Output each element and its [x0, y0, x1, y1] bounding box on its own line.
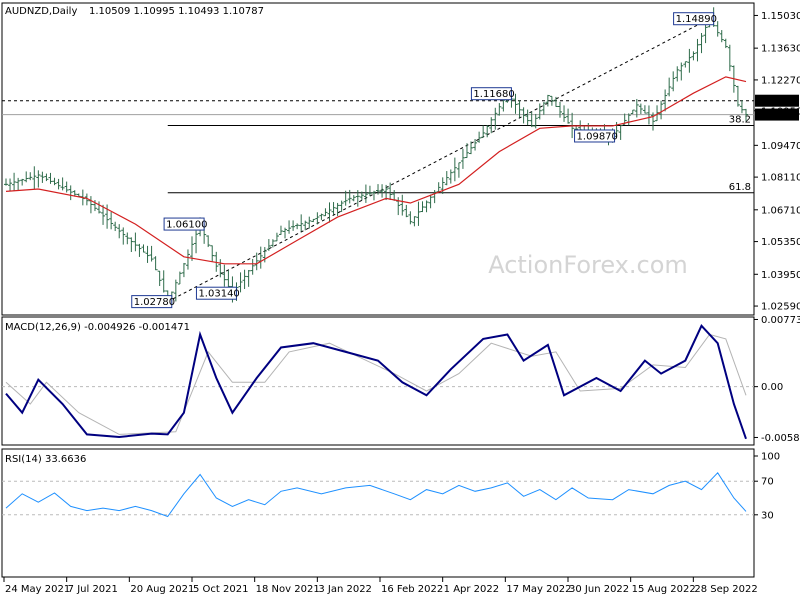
ohlc-label: 1.10509 1.10995 1.10493 1.10787 [89, 6, 264, 17]
rsi-panel-frame [1, 448, 755, 578]
price-panel-frame [1, 2, 755, 316]
signal-line [5, 333, 747, 435]
price-tag-label: 1.11380 [758, 96, 799, 107]
y-tick-label: 1.06710 [761, 205, 800, 216]
price-tag-box [755, 94, 799, 107]
y-tick-label: 1.05350 [761, 237, 800, 248]
swing-label: 1.14890 [676, 14, 717, 25]
y-tick-label: 1.03950 [761, 270, 800, 281]
macd-line [5, 324, 747, 440]
x-tick-label: 30 Jun 2022 [569, 584, 629, 595]
y-tick-label: 1.09470 [761, 141, 800, 152]
x-tick-label: 1 Apr 2022 [444, 584, 499, 595]
swing-label: 1.09870 [577, 131, 618, 142]
y-tick-label: 100 [761, 452, 780, 463]
symbol-label: AUDNZD,Daily [5, 6, 77, 17]
swing-label: 1.03140 [198, 289, 239, 300]
x-tick-label: 24 May 2021 [5, 584, 70, 595]
y-tick-label: -0.005848 [761, 433, 800, 444]
y-tick-label: 1.13630 [761, 44, 800, 55]
x-tick-label: 16 Feb 2022 [381, 584, 443, 595]
moving-average-line [5, 76, 747, 265]
y-tick-label: 70 [761, 477, 774, 488]
swing-label-box [673, 12, 715, 26]
x-tick-label: 20 Aug 2021 [130, 584, 194, 595]
fibonacci-label: 61.8 [729, 182, 751, 193]
swing-label-box [163, 217, 205, 231]
swing-label-box [574, 129, 616, 143]
x-tick-label: 28 Sep 2022 [694, 584, 757, 595]
rsi-title: RSI(14) 33.6636 [5, 454, 86, 465]
x-tick-label: 7 Jul 2021 [68, 584, 118, 595]
x-tick-label: 5 Oct 2021 [193, 584, 248, 595]
swing-label: 1.11680 [473, 89, 514, 100]
rsi-line [5, 471, 747, 518]
price-tag-box [755, 108, 799, 121]
y-tick-label: 0.00773 [761, 315, 800, 326]
watermark: ActionForex.com [488, 251, 688, 279]
macd-panel-frame [1, 316, 755, 446]
swing-label: 1.06100 [166, 220, 207, 231]
swing-label-box [195, 286, 237, 300]
y-tick-label: 0.00 [761, 382, 783, 393]
y-tick-label: 1.15030 [761, 11, 800, 22]
x-tick-label: 18 Nov 2021 [256, 584, 320, 595]
y-tick-label: 30 [761, 510, 774, 521]
y-tick-label: 1.08110 [761, 173, 800, 184]
x-tick-label: 17 May 2022 [506, 584, 571, 595]
price-panel: 1.150301.136301.122701.109501.094701.081… [2, 7, 800, 313]
macd-title: MACD(12,26,9) -0.004926 -0.001471 [5, 322, 190, 333]
fibonacci-label: 38.2 [729, 114, 751, 125]
price-tag-label: 1.10787 [758, 110, 799, 121]
rsi-panel: 100 70 30 [2, 452, 780, 521]
x-tick-label: 15 Aug 2022 [632, 584, 696, 595]
swing-label-box [470, 87, 512, 101]
swing-label: 1.02780 [134, 297, 175, 308]
y-tick-label: 1.02590 [761, 302, 800, 313]
swing-label-box [131, 295, 173, 309]
x-tick-label: 3 Jan 2022 [318, 584, 372, 595]
macd-panel: 0.00773 0.00 -0.005848 [2, 315, 800, 444]
y-tick-label: 1.12270 [761, 75, 800, 86]
